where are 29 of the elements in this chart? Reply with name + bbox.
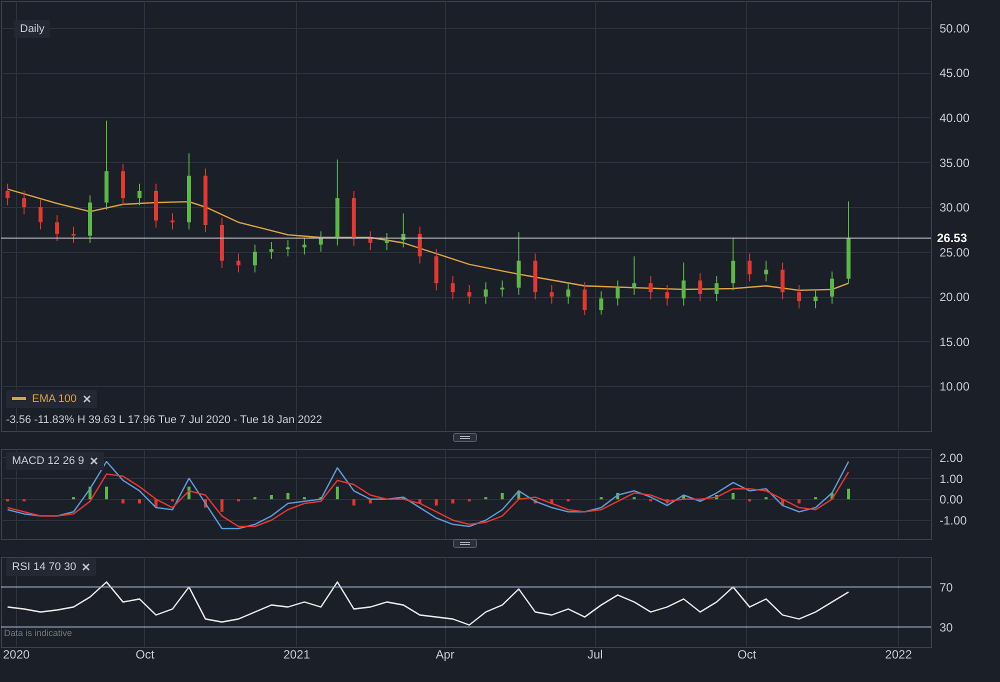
y-tick-label: 30 [940,620,954,634]
y-tick-label: 25.00 [940,245,970,260]
x-tick-label: 2020 [2,648,30,662]
x-tick-label: Oct [737,648,757,662]
y-tick-label: 20.00 [940,290,970,304]
y-tick-label: 1.00 [940,472,964,486]
x-tick-label: 2021 [283,648,310,662]
y-tick-label: 15.00 [940,334,970,349]
y-tick-label: 0.00 [940,492,964,507]
annotation: Data is indicative [4,628,72,638]
x-tick-label: Oct [136,648,155,662]
annotation: Daily [14,20,50,38]
y-tick-label: 45.00 [940,66,970,80]
y-tick-label: 40.00 [940,110,970,125]
text: MACD 12 26 9 [12,455,84,467]
chart-title: RSI 14 70 30 [12,561,76,573]
y-tick-label: 70 [940,580,954,594]
y-tick-label: -1.00 [940,514,968,528]
legend-label: EMA 100 [32,393,77,405]
x-tick-label: Jul [587,648,603,662]
y-tick-label: 30.00 [940,200,970,215]
x-tick-label: Apr [436,648,454,662]
y-tick-label: 50.00 [940,21,970,36]
x-tick-label: 2022 [885,648,912,662]
ref-line-label: 26.53 [937,231,968,246]
y-tick-label: 35.00 [940,156,970,170]
y-tick-label: 2.00 [940,450,964,465]
y-tick-label: 10.00 [940,380,970,394]
annotation: -3.56 -11.83% H 39.63 L 17.96 Tue 7 Jul 2020 - Tue 18 Jan 2022 [6,414,322,426]
